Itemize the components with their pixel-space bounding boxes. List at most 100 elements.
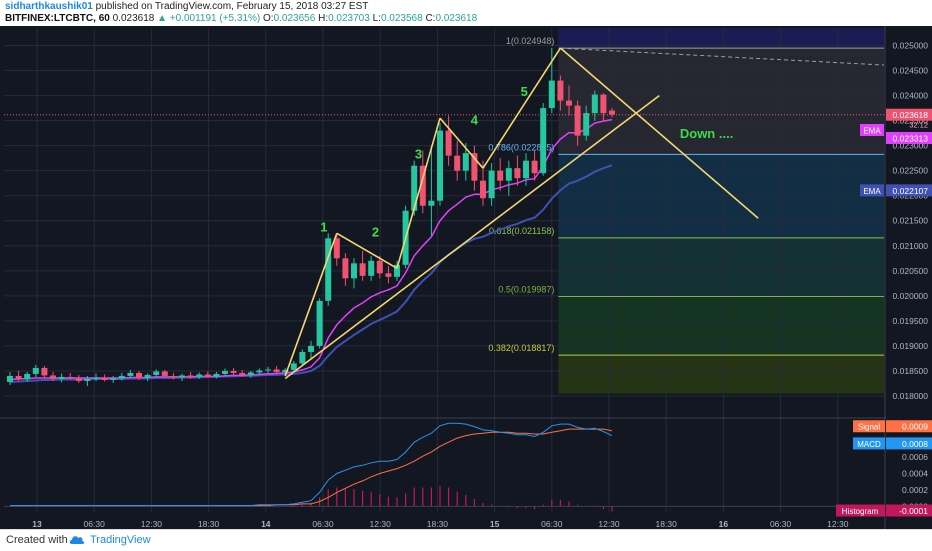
fib-zone-1	[558, 48, 884, 155]
fib-label: 0.618(0.021158)	[489, 226, 554, 236]
tradingview-brand[interactable]: TradingView	[90, 534, 151, 546]
price-axis[interactable]: 0.0250000.0245000.0240000.0235000.023000…	[886, 26, 932, 529]
candle-body	[600, 94, 607, 114]
fib-zone-5	[558, 355, 884, 394]
candle-body	[351, 263, 357, 279]
author-link[interactable]: sidharthkaushik01	[5, 1, 93, 12]
wave-label: 5	[521, 84, 528, 99]
symbol-name[interactable]: BITFINEX:LTCBTC, 60	[5, 13, 110, 24]
time-tick-label: 06:30	[312, 519, 334, 529]
time-tick-label: 12:30	[827, 519, 849, 529]
ema-slow-name: EMA	[863, 187, 881, 196]
candlesticks[interactable]	[4, 48, 884, 386]
wave-annotations: 1 2 3 4 5 Down ....	[320, 84, 733, 239]
fib-zone-0	[558, 28, 884, 49]
candle-body	[497, 170, 504, 181]
time-tick-label: 13	[32, 519, 42, 529]
candle-body	[583, 113, 590, 136]
candle-body	[84, 378, 91, 381]
macd-name: MACD	[857, 440, 881, 449]
candle-body	[265, 369, 271, 371]
time-tick-label: 14	[261, 519, 271, 529]
macd-tick-label: 0.0006	[902, 452, 928, 462]
low-label: L:	[372, 13, 381, 24]
macd-tick-label: 0.0002	[902, 485, 928, 495]
candle-body	[282, 369, 289, 372]
ema-slow-name-bg	[860, 184, 884, 197]
price-tick-label: 0.023000	[893, 141, 929, 151]
candle-body	[505, 168, 512, 181]
trend-line	[284, 232, 338, 377]
fib-zones	[558, 28, 884, 394]
time-tick-label: 18:30	[198, 519, 220, 529]
change-up-icon: ▲	[157, 13, 168, 24]
time-tick-label: 16	[719, 519, 729, 529]
candle-body	[24, 373, 31, 380]
trend-line	[284, 94, 660, 380]
candle-body	[333, 238, 340, 259]
price-tick-label: 0.020500	[893, 266, 929, 276]
candle-body	[514, 168, 521, 179]
candle-body	[179, 375, 185, 378]
candle-body	[428, 200, 435, 206]
last-price-tag-bg	[886, 108, 932, 121]
candle-body	[557, 80, 564, 101]
fib-label: 0.786(0.022825)	[488, 142, 554, 152]
tradingview-cloud-icon[interactable]	[68, 533, 86, 547]
footer: Created with TradingView	[0, 529, 932, 551]
candle-body	[325, 238, 332, 301]
candle-body	[144, 374, 151, 378]
candle-body	[609, 110, 615, 115]
trend-line	[336, 232, 398, 270]
candle-body	[454, 155, 461, 171]
time-tick-label: 12:30	[141, 519, 163, 529]
time-tick-label: 06:30	[770, 519, 792, 529]
price-tick-label: 0.018000	[893, 391, 929, 401]
candle-body	[230, 370, 237, 373]
macd-panel[interactable]	[4, 422, 884, 512]
fib-zone-4	[558, 296, 884, 356]
ema-fast-tag-bg	[886, 131, 932, 144]
candle-body	[273, 369, 280, 372]
time-tick-label: 15	[490, 519, 500, 529]
ema-fast-line	[9, 118, 613, 381]
fibonacci-levels: 1(0.024948) 0.786(0.022825) 0.618(0.021158…	[488, 36, 885, 356]
histogram-name-bg	[836, 504, 885, 517]
bar-countdown: 32:12	[909, 121, 928, 130]
candle-body	[376, 260, 383, 274]
candle-body	[419, 165, 426, 206]
price-tick-label: 0.021500	[893, 216, 929, 226]
chart-header: sidharthkaushik01 published on TradingVi…	[0, 0, 932, 26]
candle-body	[591, 94, 598, 114]
candle-body	[540, 108, 547, 174]
chart-canvas[interactable]: 1(0.024948) 0.786(0.022825) 0.618(0.021158…	[0, 26, 932, 529]
time-axis[interactable]: 13 06:30 12:30 18:30 14 06:30 12:30 18:30 15 06:3…	[32, 519, 848, 529]
macd-tick-label: 0.0004	[902, 468, 928, 478]
time-tick-label: 18:30	[656, 519, 678, 529]
signal-tag-bg	[886, 420, 932, 433]
symbol-info: BITFINEX:LTCBTC, 60 0.023618 ▲ +0.001191…	[5, 13, 477, 24]
trend-lines	[284, 47, 759, 380]
signal-tag: 0.0009	[902, 422, 928, 432]
candle-body	[187, 375, 194, 377]
signal-name-bg	[853, 420, 885, 433]
fib-zone-3	[558, 237, 884, 297]
candle-body	[127, 372, 134, 376]
publish-info: sidharthkaushik01 published on TradingVi…	[5, 1, 368, 12]
candle-body	[256, 370, 263, 373]
open-value: 0.023656	[273, 13, 316, 24]
candle-body	[548, 80, 555, 109]
candle-body	[247, 372, 254, 375]
ema-fast-name: EMA	[863, 126, 881, 135]
time-tick-label: 06:30	[84, 519, 106, 529]
trend-line	[559, 47, 759, 219]
candle-body	[308, 345, 314, 352]
candle-body	[161, 371, 168, 376]
last-price-tag: 0.023618	[893, 110, 929, 120]
time-tick-label: 06:30	[541, 519, 563, 529]
price-tick-label: 0.019500	[893, 316, 929, 326]
candle-body	[15, 375, 22, 380]
candle-body	[480, 180, 486, 199]
histogram-tag-bg	[886, 504, 932, 517]
